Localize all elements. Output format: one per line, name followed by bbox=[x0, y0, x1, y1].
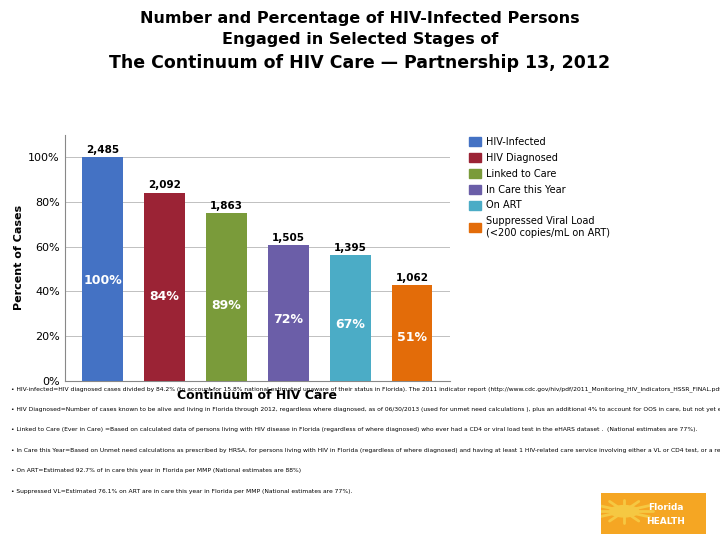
Text: • In Care this Year=Based on Unmet need calculations as prescribed by HRSA, for : • In Care this Year=Based on Unmet need … bbox=[11, 448, 720, 453]
Text: 100%: 100% bbox=[83, 274, 122, 287]
Text: 1,062: 1,062 bbox=[396, 273, 429, 282]
Bar bbox=[392, 285, 433, 381]
Text: 2,092: 2,092 bbox=[148, 180, 181, 190]
Text: The Continuum of HIV Care — Partnership 13, 2012: The Continuum of HIV Care — Partnership … bbox=[109, 54, 611, 72]
X-axis label: Continuum of HIV Care: Continuum of HIV Care bbox=[177, 389, 338, 402]
Bar bbox=[144, 193, 184, 381]
Text: 51%: 51% bbox=[397, 331, 428, 344]
Text: 84%: 84% bbox=[150, 289, 179, 302]
Circle shape bbox=[610, 505, 639, 517]
Text: 67%: 67% bbox=[336, 318, 365, 331]
Text: • HIV-infected=HIV diagnosed cases divided by 84.2% (to account for 15.8% nation: • HIV-infected=HIV diagnosed cases divid… bbox=[11, 386, 720, 392]
Text: 89%: 89% bbox=[212, 299, 241, 312]
Text: 72%: 72% bbox=[274, 313, 303, 326]
Text: • Linked to Care (Ever in Care) =Based on calculated data of persons living with: • Linked to Care (Ever in Care) =Based o… bbox=[11, 427, 697, 432]
Text: 1,505: 1,505 bbox=[272, 233, 305, 243]
Text: • Suppressed VL=Estimated 76.1% on ART are in care this year in Florida per MMP : • Suppressed VL=Estimated 76.1% on ART a… bbox=[11, 489, 352, 494]
Bar bbox=[330, 255, 371, 381]
Bar bbox=[269, 245, 309, 381]
Text: HEALTH: HEALTH bbox=[647, 517, 685, 526]
Text: Florida: Florida bbox=[648, 503, 684, 512]
Y-axis label: Percent of Cases: Percent of Cases bbox=[14, 205, 24, 310]
Text: • HIV Diagnosed=Number of cases known to be alive and living in Florida through : • HIV Diagnosed=Number of cases known to… bbox=[11, 407, 720, 411]
Legend: HIV-Infected, HIV Diagnosed, Linked to Care, In Care this Year, On ART, Suppress: HIV-Infected, HIV Diagnosed, Linked to C… bbox=[469, 137, 610, 238]
Text: 2,485: 2,485 bbox=[86, 145, 119, 154]
Text: Engaged in Selected Stages of: Engaged in Selected Stages of bbox=[222, 32, 498, 48]
Text: 1,863: 1,863 bbox=[210, 200, 243, 211]
Bar bbox=[206, 213, 246, 381]
Text: Number and Percentage of HIV-Infected Persons: Number and Percentage of HIV-Infected Pe… bbox=[140, 11, 580, 26]
Text: 1,395: 1,395 bbox=[334, 242, 366, 253]
Text: • On ART=Estimated 92.7% of in care this year in Florida per MMP (National estim: • On ART=Estimated 92.7% of in care this… bbox=[11, 468, 301, 473]
Bar bbox=[82, 157, 122, 381]
